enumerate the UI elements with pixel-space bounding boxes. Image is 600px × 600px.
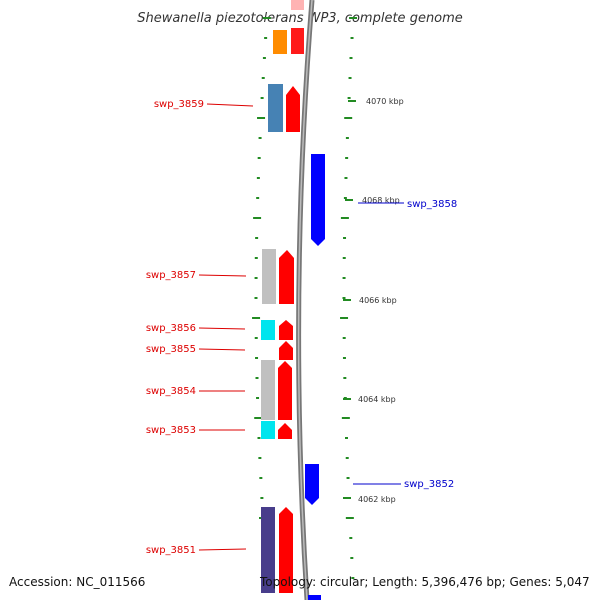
gene-arrow-forward[interactable] [279,507,293,593]
cog-box [273,30,287,54]
gene-arrow-forward[interactable] [278,423,292,439]
gene-label[interactable]: swp_3855 [146,344,196,355]
gene-arrow-forward[interactable] [291,0,304,10]
topology-text: Topology: circular; Length: 5,396,476 bp… [260,575,590,589]
gene-label[interactable]: swp_3856 [146,323,196,334]
gene-label[interactable]: swp_3853 [146,425,196,436]
gene-arrow-forward[interactable] [279,320,293,340]
gene-arrow-reverse[interactable] [305,464,319,505]
position-tick-label: 4064 kbp [358,395,396,404]
cog-box [261,360,275,420]
gene-label[interactable]: swp_3859 [154,99,204,110]
gene-label[interactable]: swp_3857 [146,270,196,281]
position-tick-label: 4068 kbp [362,196,400,205]
position-tick-label: 4062 kbp [358,495,396,504]
cog-box [261,421,275,439]
forward-gene-labels: swp_3859 swp_3857 swp_3856 swp_3855 swp_… [146,99,254,556]
map-title: Shewanella piezotolerans WP3, complete g… [137,11,463,26]
accession-text: Accession: NC_011566 [9,575,146,589]
backbone-highlight [297,0,313,600]
gene-arrow-forward[interactable] [286,86,300,132]
gene-arrow-forward[interactable] [278,361,292,420]
cog-box [268,84,283,132]
reverse-gene-labels: swp_3858 swp_3852 [353,199,457,490]
gene-arrow-forward[interactable] [279,341,293,360]
gene-arrow-reverse[interactable] [311,154,325,246]
position-tick-label: 4070 kbp [366,97,404,106]
gene-arrow-reverse[interactable] [308,595,321,600]
gene-arrow-forward[interactable] [291,28,304,54]
gene-arrow-forward[interactable] [279,250,294,304]
position-tick-label: 4066 kbp [359,296,397,305]
gene-label[interactable]: swp_3858 [407,199,457,210]
gene-label[interactable]: swp_3851 [146,545,196,556]
cog-box [261,507,275,593]
cog-box [261,320,275,340]
gene-label[interactable]: swp_3852 [404,479,454,490]
cog-box [262,249,276,304]
position-scale: 4070 kbp 4068 kbp 4066 kbp 4064 kbp 4062… [343,97,404,504]
gene-label[interactable]: swp_3854 [146,386,196,397]
